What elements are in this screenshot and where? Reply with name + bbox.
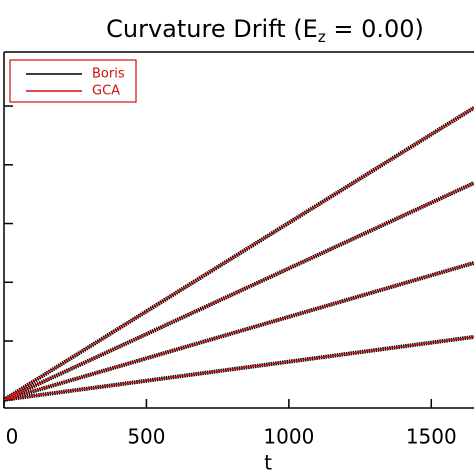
legend-label: Boris xyxy=(92,67,125,82)
legend-label: GCA xyxy=(92,84,120,99)
legend: Boris GCA xyxy=(9,59,137,103)
gca-line xyxy=(3,262,474,401)
gca-line xyxy=(3,336,474,401)
x-tick-label: 500 xyxy=(127,425,165,449)
x-tick-label: 1500 xyxy=(406,425,457,449)
x-tick-label: 0 xyxy=(6,425,19,449)
title-part: Curvature Drift (E xyxy=(106,15,318,43)
x-axis-label: t xyxy=(264,451,272,474)
gca-line xyxy=(3,182,474,401)
chart-title: Curvature Drift (Ez = 0.00) xyxy=(106,15,424,46)
title-part: = 0.00) xyxy=(326,15,424,43)
title-subscript: z xyxy=(318,28,326,46)
x-tick-label: 1000 xyxy=(263,425,314,449)
gca-line xyxy=(3,107,474,401)
legend-box xyxy=(9,59,137,103)
